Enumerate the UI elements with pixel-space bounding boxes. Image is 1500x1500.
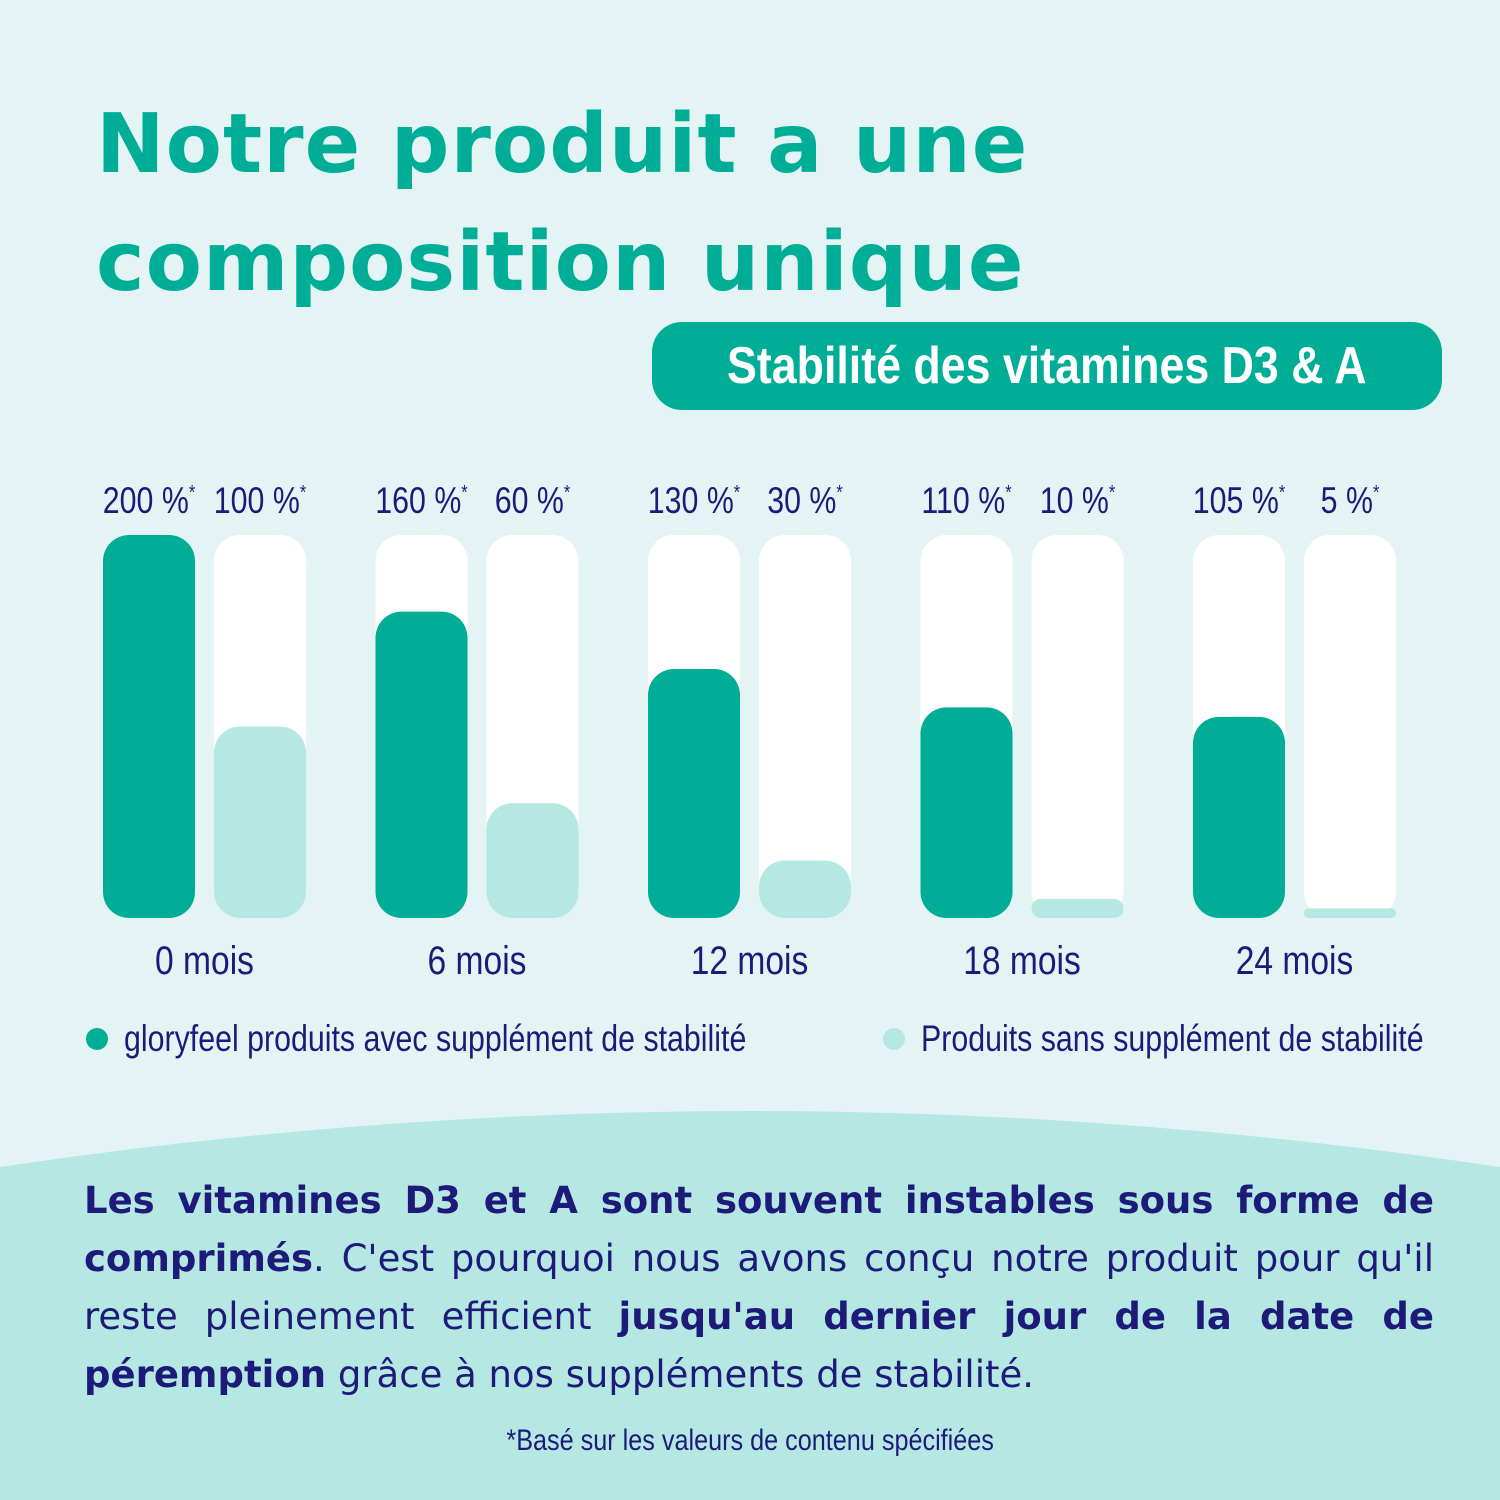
x-axis-label: 0 mois xyxy=(155,938,254,982)
chart-legend: gloryfeel produits avec supplément de st… xyxy=(86,1018,1442,1060)
x-axis-label: 18 mois xyxy=(963,938,1081,982)
legend-label-without-supplement: Produits sans supplément de stabilité xyxy=(920,1018,1424,1059)
bar-track xyxy=(1031,535,1124,918)
x-axis-label: 24 mois xyxy=(1236,938,1354,982)
legend-label-with-supplement: gloryfeel produits avec supplément de st… xyxy=(124,1018,747,1059)
bar-without-supplement xyxy=(1304,908,1396,918)
bar-with-supplement xyxy=(103,535,195,918)
bar-without-supplement xyxy=(486,803,579,918)
bar-without-supplement xyxy=(214,726,306,918)
legend-dot-secondary-icon xyxy=(882,1028,905,1050)
bar-value-label: 160 %* xyxy=(375,480,467,522)
description-bold-1: Les vitamines D3 et A sont souvent insta… xyxy=(84,1179,1434,1280)
legend-item-with-supplement: gloryfeel produits avec supplément de st… xyxy=(86,1018,883,1060)
bar-value-label: 5 %* xyxy=(1321,480,1380,522)
bar-with-supplement xyxy=(648,669,740,918)
legend-item-without-supplement: Produits sans supplément de stabilité xyxy=(882,1018,1500,1060)
bar-value-label: 10 %* xyxy=(1040,480,1116,522)
bar-without-supplement xyxy=(1031,898,1124,918)
bar-value-label: 100 %* xyxy=(214,480,306,522)
bar-value-label: 30 %* xyxy=(767,480,843,522)
stability-bar-chart: 200 %* 100 %* 0 mois 160 %* 60 %* 6 mois 130 %… xyxy=(103,480,1396,983)
headline-line-1: Notre produit a une xyxy=(96,97,1029,192)
headline: Notre produit a une composition unique xyxy=(96,86,1028,322)
bar-track xyxy=(759,535,851,918)
bar-with-supplement xyxy=(920,707,1013,918)
bar-value-label: 110 %* xyxy=(921,480,1011,522)
description-paragraph: Les vitamines D3 et A sont souvent insta… xyxy=(84,1172,1434,1404)
bar-value-label: 200 %* xyxy=(103,480,195,522)
footnote: *Basé sur les valeurs de contenu spécifi… xyxy=(0,1424,1500,1458)
headline-line-2: composition unique xyxy=(96,215,1025,310)
bar-with-supplement xyxy=(1193,716,1285,918)
x-axis-label: 12 mois xyxy=(691,938,809,982)
description-bold-2: jusqu'au dernier jour de la date de pére… xyxy=(84,1295,1434,1396)
description-text-2: grâce à nos suppléments de stabilité. xyxy=(326,1353,1035,1396)
description-text-1: . C'est pourquoi nous avons conçu notre … xyxy=(84,1237,1434,1338)
bar-value-label: 60 %* xyxy=(495,480,571,522)
bar-with-supplement xyxy=(375,611,468,918)
chart-title-text: Stabilité des vitamines D3 & A xyxy=(727,337,1367,395)
bar-value-label: 105 %* xyxy=(1193,480,1285,522)
bar-without-supplement xyxy=(759,860,851,918)
bar-track xyxy=(1304,535,1396,918)
legend-dot-primary-icon xyxy=(86,1028,108,1050)
footnote-text: *Basé sur les valeurs de contenu spécifi… xyxy=(506,1424,994,1457)
bar-value-label: 130 %* xyxy=(648,480,740,522)
bottom-panel-background xyxy=(0,1111,1500,1500)
chart-title-badge: Stabilité des vitamines D3 & A xyxy=(652,322,1442,410)
x-axis-label: 6 mois xyxy=(428,938,527,982)
